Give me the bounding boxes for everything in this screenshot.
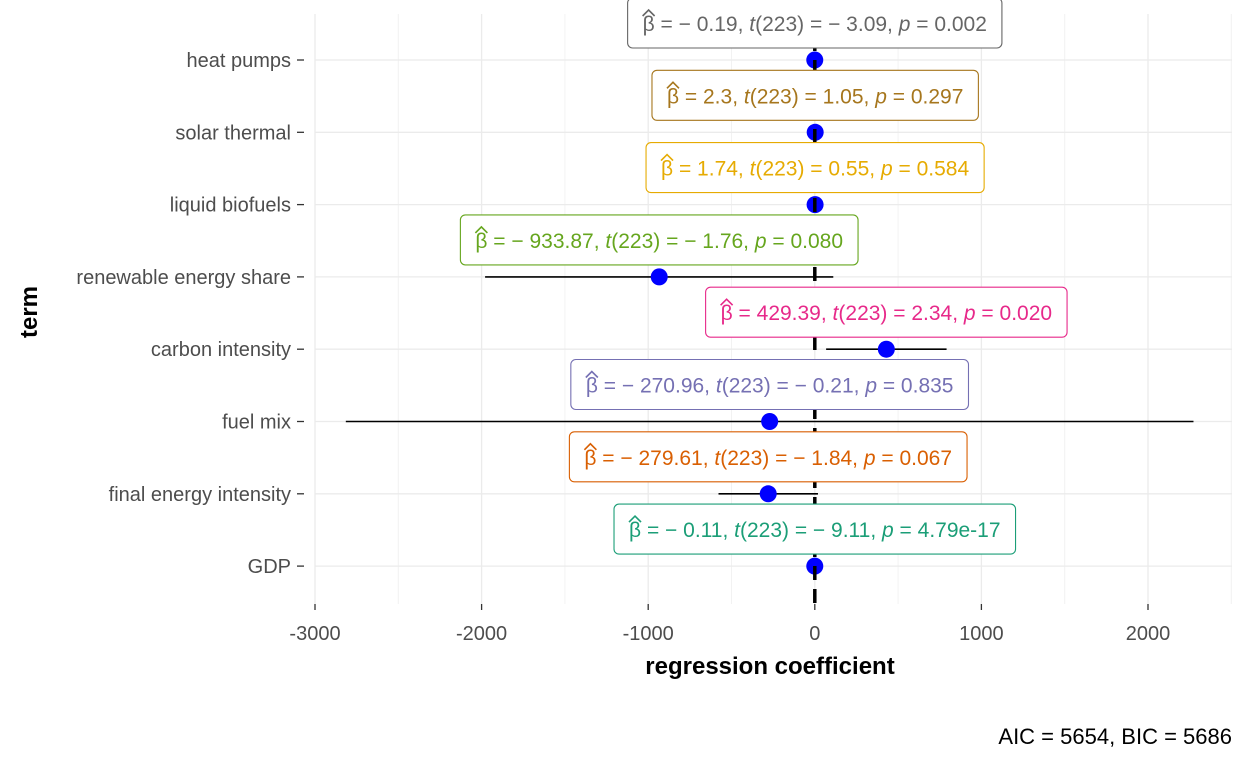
point-layer (650, 51, 895, 575)
beta-hat-mark (660, 153, 674, 162)
y-tick-label: carbon intensity (151, 339, 291, 361)
estimate-label-text: β = − 270.96, t(223) = − 0.21, p = 0.835 (586, 375, 954, 398)
estimate-label: β = − 270.96, t(223) = − 0.21, p = 0.835 (570, 358, 970, 411)
estimate-label: β = − 279.61, t(223) = − 1.84, p = 0.067 (568, 431, 968, 483)
label-layer: β = − 0.19, t(223) = − 3.09, p = 0.002 β … (459, 0, 1068, 555)
estimate-label: β = 429.39, t(223) = 2.34, p = 0.020 (705, 286, 1068, 338)
estimate-label-box (627, 0, 1003, 49)
estimate-label-text: β = 1.74, t(223) = 0.55, p = 0.584 (661, 158, 969, 181)
y-tick-label: final energy intensity (109, 484, 291, 506)
estimate-label: β = − 0.11, t(223) = − 9.11, p = 4.79e-1… (613, 503, 1017, 555)
x-tick-label: -1000 (623, 623, 674, 645)
estimate-label-text: β = 2.3, t(223) = 1.05, p = 0.297 (667, 85, 963, 108)
estimate-label-text: β = − 0.19, t(223) = − 3.09, p = 0.002 (643, 13, 987, 36)
x-tick-label: 2000 (1126, 623, 1171, 645)
y-tick-label: GDP (248, 556, 291, 578)
estimate-label-text: β = − 279.61, t(223) = − 1.84, p = 0.067 (584, 447, 952, 470)
beta-hat-mark (583, 442, 597, 451)
model-fit-caption: AIC = 5654, BIC = 5686 (998, 724, 1232, 749)
coefficient-point (877, 340, 895, 358)
x-tick-label: 0 (809, 623, 820, 645)
x-axis-title: regression coefficient (645, 653, 894, 680)
estimate-label-box (459, 214, 859, 266)
coefficient-point (761, 413, 779, 430)
beta-hat-mark (628, 514, 642, 523)
y-tick-label: heat pumps (186, 50, 291, 72)
coefficient-point (650, 268, 668, 286)
estimate-label: β = − 0.19, t(223) = − 3.09, p = 0.002 (627, 0, 1003, 49)
beta-hat-mark (720, 298, 734, 306)
beta-hat-mark (666, 81, 680, 89)
estimate-label-text: β = − 933.87, t(223) = − 1.76, p = 0.080 (475, 230, 843, 253)
y-axis-title: term (16, 286, 43, 338)
beta-hat-mark (474, 225, 488, 234)
estimate-label-box (570, 358, 970, 411)
x-tick-label: -3000 (289, 623, 340, 645)
x-tick-label: -2000 (456, 623, 507, 645)
beta-hat-mark (642, 8, 656, 17)
estimate-label-text: β = 429.39, t(223) = 2.34, p = 0.020 (721, 302, 1052, 325)
x-tick-label: 1000 (959, 623, 1004, 645)
estimate-label: β = − 933.87, t(223) = − 1.76, p = 0.080 (459, 214, 859, 266)
y-tick-label: liquid biofuels (170, 195, 291, 217)
coefficient-point (759, 485, 777, 503)
estimate-label-text: β = − 0.11, t(223) = − 9.11, p = 4.79e-1… (629, 519, 1001, 542)
tick-layer: -3000 -2000 -1000 0 1000 2000 heat pumps solar … (76, 50, 1170, 645)
estimate-label-box (651, 69, 979, 121)
estimate-label: β = 2.3, t(223) = 1.05, p = 0.297 (651, 69, 979, 121)
y-tick-label: solar thermal (175, 122, 291, 144)
y-tick-label: renewable energy share (76, 267, 291, 289)
estimate-label-box (645, 142, 985, 194)
beta-hat-mark (585, 370, 599, 379)
estimate-label-box (705, 286, 1068, 338)
estimate-label-box (613, 503, 1017, 555)
y-tick-label: fuel mix (222, 412, 291, 434)
estimate-label-box (568, 431, 968, 483)
estimate-label: β = 1.74, t(223) = 0.55, p = 0.584 (645, 142, 985, 194)
